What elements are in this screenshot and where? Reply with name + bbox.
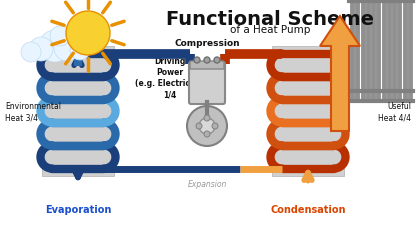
Text: Environmental
Heat 3/4: Environmental Heat 3/4 [5,101,61,122]
Circle shape [204,58,210,64]
Text: Condensation: Condensation [270,204,346,214]
Circle shape [212,123,218,129]
Bar [272,47,344,176]
Circle shape [66,12,110,56]
Text: Expansion: Expansion [187,179,227,188]
Circle shape [21,43,41,63]
Circle shape [50,27,70,47]
Text: Evaporation: Evaporation [45,204,111,214]
Circle shape [54,36,80,62]
FancyBboxPatch shape [189,63,225,105]
Circle shape [204,131,210,137]
FancyBboxPatch shape [190,62,224,70]
Text: Useful
Heat 4/4: Useful Heat 4/4 [378,101,411,122]
Circle shape [214,58,220,64]
Circle shape [70,41,90,61]
Circle shape [196,123,202,129]
Circle shape [187,106,227,146]
Circle shape [199,119,215,134]
Bar [42,47,114,176]
Circle shape [204,116,210,122]
Circle shape [29,38,53,62]
FancyArrow shape [320,17,360,131]
Text: of a Heat Pump: of a Heat Pump [230,25,310,35]
Circle shape [39,31,71,63]
Text: Functional Scheme: Functional Scheme [166,10,374,29]
Text: Driving
Power
(e.g. Electricity)
1/4: Driving Power (e.g. Electricity) 1/4 [135,57,205,99]
Text: Compression: Compression [174,39,240,48]
Circle shape [194,58,200,64]
